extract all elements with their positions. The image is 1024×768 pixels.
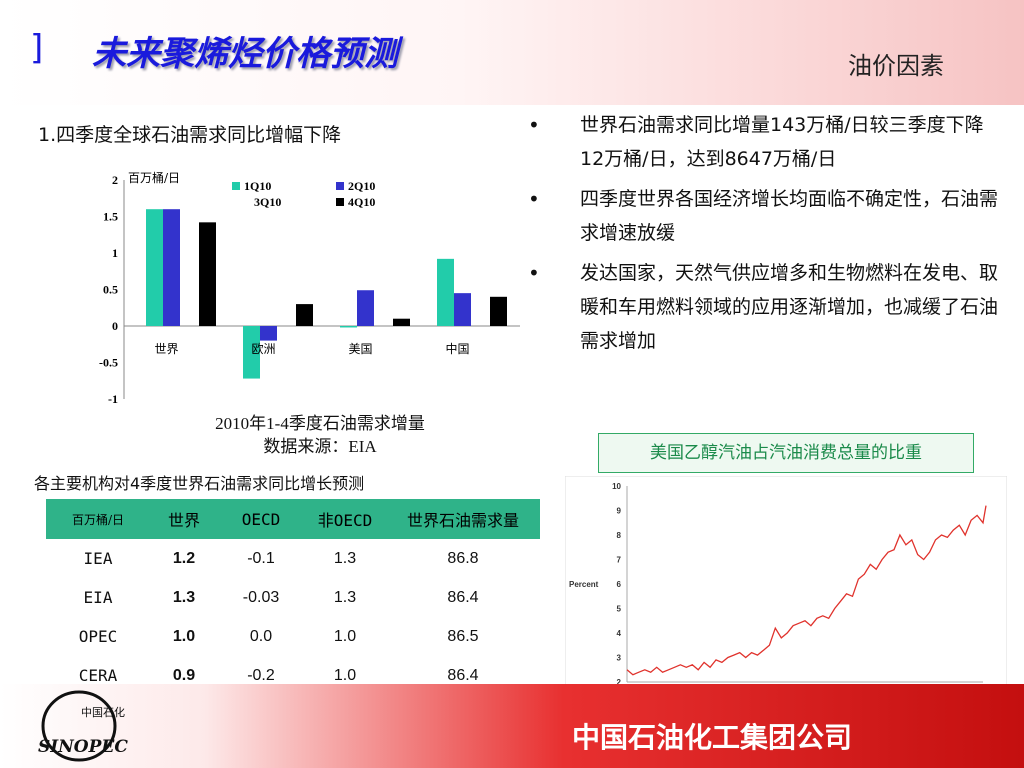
table-cell-demand: 86.5 [447,627,479,645]
table-cell-non-oecd: 1.3 [333,549,357,567]
table-cell-oecd: -0.03 [242,588,280,606]
table-header-row: 百万桶/日 世界 OECD 非OECD 世界石油需求量 [46,499,540,539]
line-chart-y-tick: 9 [617,507,622,516]
table-header-unit: 百万桶/日 [46,499,150,539]
bar-4q10 [490,296,507,326]
bar-chart-y-tick: 1.5 [103,210,118,224]
bar-1q10 [243,326,260,379]
bar-chart-y-tick: 1 [112,246,118,260]
bar-2q10 [357,290,374,326]
bar-chart-y-tick: 0 [112,319,118,333]
bar-4q10 [393,318,410,326]
table-cell-org: IEA [83,549,113,568]
table-header-demand: 世界石油需求量 [386,499,540,539]
bar-chart-category-label: 美国 [348,342,372,356]
bar-chart-unit-label: 百万桶/日 [128,170,180,185]
legend-swatch-1q10 [232,182,240,190]
header-band [0,0,1024,105]
forecast-table: 百万桶/日 世界 OECD 非OECD 世界石油需求量 IEA 1.2 -0.1… [46,499,540,696]
bullet-dot-icon: • [528,113,540,137]
bar-chart-source: 数据来源：EIA [263,437,377,456]
line-chart-series-line [626,505,987,676]
bullet-item: • 发达国家，天然气供应增多和生物燃料在发电、取暖和车用燃料领域的应用逐渐增加，也… [528,256,998,358]
logo-ring [41,690,117,762]
table-cell-org: OPEC [78,627,118,646]
bullet-text: 发达国家，天然气供应增多和生物燃料在发电、取暖和车用燃料领域的应用逐渐增加，也减… [580,262,999,352]
table-cell-non-oecd: 1.0 [333,627,357,645]
table-cell-oecd: 0.0 [249,627,273,645]
table-cell-world: 1.0 [172,627,196,645]
line-chart-y-tick: 3 [617,654,622,663]
table-cell-oecd: -0.1 [247,549,275,567]
bar-1q10 [146,209,163,326]
bar-2q10 [163,209,180,326]
table-cell-org: EIA [83,588,113,607]
table-header-world: 世界 [150,499,218,539]
table-cell-demand: 86.4 [447,588,479,606]
title-bracket-mark: ] [30,28,44,68]
legend-label-3q10: 3Q10 [254,195,281,209]
logo-cn-text: 中国石化 [81,705,125,719]
legend-swatch-4q10 [336,198,344,206]
bullet-item: • 世界石油需求同比增量143万桶/日较三季度下降12万桶/日，达到8647万桶/… [528,108,998,176]
bar-1q10 [437,258,454,326]
bullet-dot-icon: • [528,187,540,211]
bar-chart-y-tick: -0.5 [99,356,118,370]
line-chart-y-tick: 2 [617,678,622,687]
table-title: 各主要机构对4季度世界石油需求同比增长预测 [34,474,365,493]
bar-chart-y-tick: 2 [112,173,118,187]
line-chart-y-tick: 10 [612,482,621,491]
bullet-dot-icon: • [528,261,540,285]
legend-label-1q10: 1Q10 [244,179,271,193]
bar-chart-title: 2010年1-4季度石油需求增量 [215,414,425,433]
table-cell-demand: 86.8 [447,549,479,567]
table-cell-world: 1.2 [172,549,196,567]
bar-chart-y-tick: 0.5 [103,283,118,297]
bar-chart-y-tick: -1 [108,392,118,406]
table-header-oecd: OECD [218,499,304,539]
legend-swatch-2q10 [336,182,344,190]
bar-2q10 [454,293,471,326]
line-chart-ylabel: Percent [569,580,599,589]
line-chart-y-tick: 8 [617,531,622,540]
line-chart-y-tick: 4 [617,629,622,638]
legend-label-4q10: 4Q10 [348,195,375,209]
bullet-item: • 四季度世界各国经济增长均面临不确定性，石油需求增速放缓 [528,182,998,250]
line-chart-frame [565,476,1007,702]
table-row: IEA 1.2 -0.1 1.3 86.8 [46,539,540,578]
bar-2q10 [260,326,277,341]
ethanol-share-line-chart: 1098765432Percent20042005200620072008200… [565,476,1007,702]
page-title: 未来聚烯烃价格预测 [92,34,398,74]
table-row: OPEC 1.0 0.0 1.0 86.5 [46,617,540,656]
bar-chart-caption: 2010年1-4季度石油需求增量 数据来源：EIA [130,412,510,458]
table-row: EIA 1.3 -0.03 1.3 86.4 [46,578,540,617]
line-chart-y-tick: 7 [617,556,622,565]
section-label: 油价因素 [848,52,944,80]
line-chart-title: 美国乙醇汽油占汽油消费总量的比重 [598,433,974,473]
bar-1q10 [340,326,357,328]
table-cell-non-oecd: 1.3 [333,588,357,606]
line-chart-y-tick: 5 [617,605,622,614]
bullet-text: 四季度世界各国经济增长均面临不确定性，石油需求增速放缓 [580,188,999,244]
section-heading: 1.四季度全球石油需求同比增幅下降 [38,124,342,146]
logo-en-text: SINOPEC [38,737,128,757]
table-header-non-oecd: 非OECD [304,499,386,539]
sinopec-logo: 中国石化 SINOPEC [38,690,128,762]
bar-chart-category-label: 欧洲 [251,342,275,356]
table-cell-world: 1.3 [172,588,196,606]
bullet-list: • 世界石油需求同比增量143万桶/日较三季度下降12万桶/日，达到8647万桶/… [528,108,998,364]
legend-label-2q10: 2Q10 [348,179,375,193]
oil-demand-bar-chart: 百万桶/日 2 1.5 1 0.5 0 -0.5 -1 世界 欧洲 美国 中国 1Q10 2Q10 3Q10… [99,170,520,406]
line-chart-y-tick: 6 [617,580,622,589]
bar-chart-category-label: 世界 [154,342,178,356]
bar-chart-category-label: 中国 [445,341,469,356]
bar-4q10 [199,222,216,326]
bar-4q10 [296,304,313,326]
bullet-text: 世界石油需求同比增量143万桶/日较三季度下降12万桶/日，达到8647万桶/日 [580,114,984,170]
company-name: 中国石油化工集团公司 [572,721,853,754]
footer-bar [0,684,1024,768]
